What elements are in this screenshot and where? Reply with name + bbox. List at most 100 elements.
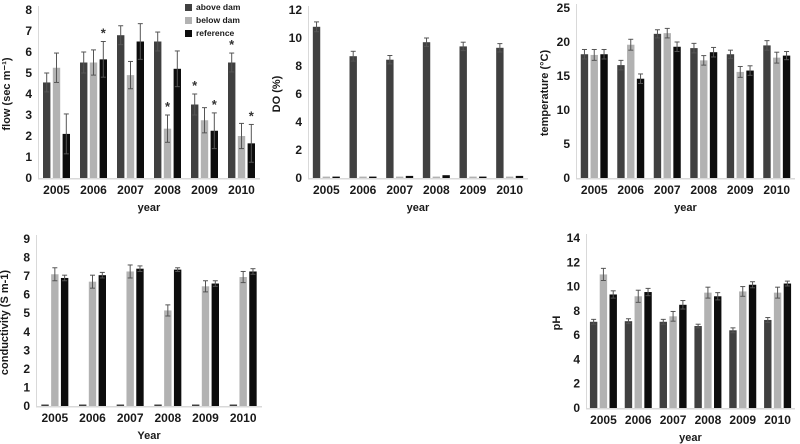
y-tick-label: 5	[563, 137, 570, 151]
legend-label-below-dam: below dam	[196, 15, 240, 25]
y-tick-label: 12	[289, 3, 303, 17]
conductivity-chart-svg: 0 1 2 3 4 5 6 7 8 9 conductivity (S m-1) 2005 2006 20…	[0, 232, 262, 442]
y-axis-title: conductivity (S m-1)	[0, 270, 11, 375]
x-tick-label: 2008	[690, 183, 717, 197]
bar-above-dam-2010	[763, 45, 771, 179]
bar-below-dam-2007	[669, 316, 677, 408]
y-tick-label: 7	[23, 269, 30, 283]
y-tick-label: 4	[573, 352, 580, 366]
y-tick-label: 25	[557, 1, 571, 15]
bar-reference-2008	[173, 269, 182, 406]
x-tick-label: 2006	[350, 183, 377, 197]
bar-reference-2005	[60, 277, 69, 406]
bar-above-dam-2009	[459, 46, 467, 179]
bar-reference-2006	[636, 78, 645, 178]
bar-above-dam-2005	[41, 404, 49, 406]
bar-above-dam-2010	[229, 404, 238, 406]
x-tick-label: 2007	[386, 183, 413, 197]
bar-above-dam-2007	[653, 33, 662, 179]
y-tick-label: 14	[567, 231, 581, 245]
bar-below-dam-2008	[164, 310, 172, 406]
y-tick-label: 0	[23, 399, 30, 413]
x-tick-label: 2005	[43, 183, 70, 197]
x-tick-label: 2010	[230, 411, 257, 425]
significance-star: *	[192, 78, 198, 93]
do-chart: 0 2 4 6 8 10 12 DO (%) 2005 2006 2007 2008 2009 2010 y…	[270, 0, 536, 220]
legend-swatch-above-dam	[185, 3, 192, 11]
x-tick-label: 2010	[496, 183, 523, 197]
bar-below-dam-2007	[663, 33, 671, 178]
bar-reference-2006	[98, 275, 106, 406]
significance-star: *	[165, 99, 171, 114]
x-tick-label: 2009	[191, 183, 218, 197]
significance-star: *	[229, 37, 235, 52]
legend-swatch-below-dam	[185, 16, 192, 24]
significance-star: *	[212, 97, 218, 112]
x-tick-label: 2007	[654, 183, 681, 197]
bar-above-dam-2008	[694, 326, 702, 408]
bar-reference-2006	[644, 292, 652, 408]
bar-reference-2010	[782, 55, 791, 178]
bar-above-dam-2005	[589, 321, 598, 408]
bar-below-dam-2009	[469, 176, 477, 178]
significance-star: *	[249, 108, 255, 123]
bar-below-dam-2005	[599, 274, 608, 408]
y-tick-label: 0	[295, 171, 302, 185]
bar-below-dam-2008	[704, 292, 712, 408]
y-tick-label: 2	[295, 143, 302, 157]
y-tick-label: 0	[573, 401, 580, 415]
x-tick-label: 2010	[228, 183, 255, 197]
bar-below-dam-2009	[739, 291, 747, 408]
bar-below-dam-2006	[88, 281, 97, 406]
bar-above-dam-2009	[729, 330, 737, 408]
x-tick-label: 2007	[117, 183, 144, 197]
y-tick-label: 6	[23, 288, 30, 302]
y-tick-label: 15	[557, 69, 571, 83]
y-tick-label: 2	[573, 377, 580, 391]
bar-reference-2007	[673, 46, 681, 179]
bar-below-dam-2007	[126, 271, 134, 406]
legend-label-reference: reference	[196, 28, 235, 38]
bar-reference-2009	[746, 70, 754, 178]
y-tick-label: 8	[23, 251, 30, 265]
bar-reference-2008	[714, 296, 722, 408]
bar-below-dam-2010	[239, 277, 247, 406]
x-tick-label: 2008	[154, 183, 181, 197]
bar-below-dam-2006	[627, 44, 635, 178]
legend-item-reference: reference	[185, 28, 240, 38]
bar-below-dam-2008	[163, 128, 172, 178]
bar-above-dam-2009	[726, 54, 735, 178]
x-tick-label: 2010	[764, 413, 791, 427]
bar-reference-2008	[442, 175, 450, 178]
y-tick-label: 1	[23, 380, 30, 394]
y-tick-label: 0	[563, 171, 570, 185]
x-tick-label: 2006	[79, 411, 106, 425]
bar-below-dam-2006	[359, 176, 367, 178]
temperature-chart-svg: 0 5 10 15 20 25 temperature (°C) 2005 2006 2007 20…	[539, 1, 795, 214]
bar-reference-2009	[211, 283, 219, 406]
y-tick-label: 2	[25, 129, 32, 143]
bar-below-dam-2005	[322, 176, 331, 178]
x-tick-label: 2009	[192, 411, 219, 425]
bar-below-dam-2010	[773, 57, 781, 178]
bar-reference-2007	[679, 304, 687, 408]
y-tick-label: 10	[289, 31, 303, 45]
significance-star: *	[101, 26, 107, 41]
bar-reference-2005	[332, 176, 340, 178]
bar-above-dam-2006	[79, 404, 87, 406]
bar-below-dam-2008	[700, 60, 708, 178]
bar-reference-2010	[249, 271, 257, 406]
bar-reference-2005	[600, 54, 608, 178]
x-tick-label: 2006	[625, 413, 652, 427]
bar-above-dam-2005	[43, 82, 51, 178]
x-tick-label: 2006	[617, 183, 644, 197]
y-tick-label: 6	[295, 87, 302, 101]
bar-below-dam-2005	[52, 67, 61, 178]
ph-chart: 0 2 4 6 8 10 12 14 pH 2005 2006 2007 2008 2009 2010 yea…	[538, 222, 800, 444]
y-tick-label: 3	[25, 108, 32, 122]
bar-above-dam-2005	[580, 54, 589, 178]
bar-above-dam-2010	[228, 62, 236, 178]
y-tick-label: 0	[25, 171, 32, 185]
bar-above-dam-2007	[386, 59, 394, 179]
bar-below-dam-2008	[432, 176, 441, 178]
